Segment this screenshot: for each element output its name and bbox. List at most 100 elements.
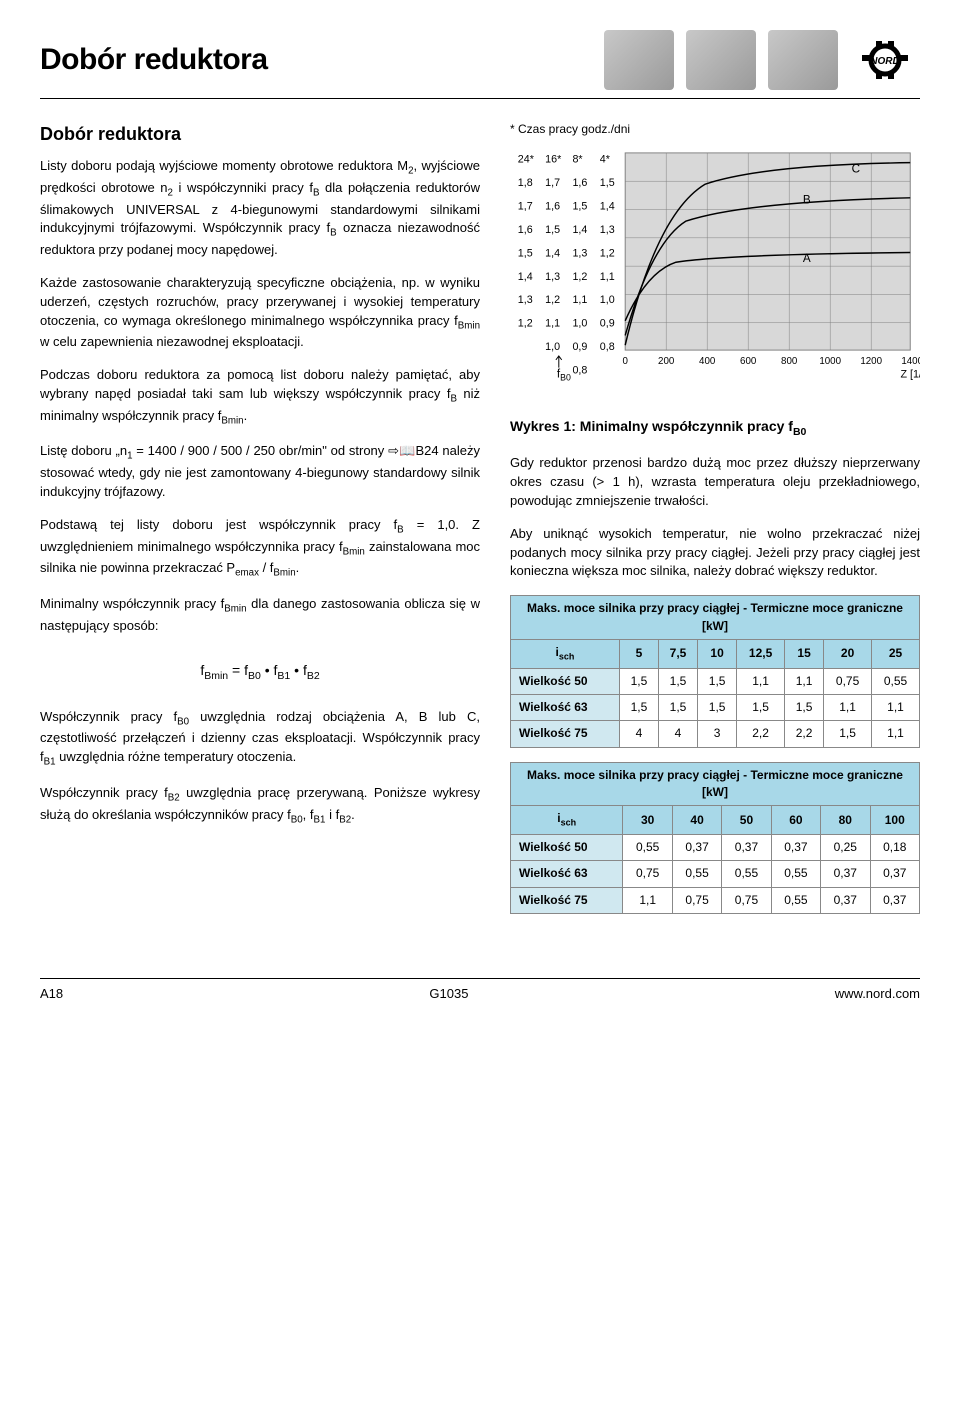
svg-text:fB0: fB0 [557,368,571,383]
table-cell: 0,25 [821,834,870,860]
table-cell: 1,1 [872,694,920,720]
paragraph-4: Listę doboru „n1 = 1400 / 900 / 500 / 25… [40,442,480,501]
paragraph-8: Współczynnik pracy fB2 uwzględnia pracę … [40,784,480,827]
svg-text:0: 0 [622,356,628,367]
footer-right: www.nord.com [835,985,920,1004]
svg-text:0,9: 0,9 [600,318,615,330]
paragraph-1: Listy doboru podają wyjściowe momenty ob… [40,157,480,260]
table-cell: 0,55 [623,834,672,860]
gearbox-image-2 [686,30,756,90]
table-cell: 1,5 [619,668,658,694]
svg-text:C: C [852,163,860,176]
gearbox-image-3 [768,30,838,90]
svg-text:1400: 1400 [901,356,920,367]
svg-text:1,1: 1,1 [545,318,560,330]
table-cell: 1,5 [658,694,697,720]
svg-text:1,6: 1,6 [545,201,560,213]
page-title: Dobór reduktora [40,38,604,82]
table-cell: 1,1 [872,721,920,747]
table-cell: 2,2 [737,721,785,747]
svg-text:0,8: 0,8 [572,365,587,377]
table-col-header: 40 [672,806,721,834]
table-row-label: Wielkość 75 [511,721,620,747]
svg-text:24*: 24* [518,154,534,166]
svg-text:B: B [803,194,811,207]
svg-text:1,3: 1,3 [600,224,615,236]
table-cell: 0,37 [672,834,721,860]
table-cell: 0,75 [672,887,721,913]
footer-center: G1035 [429,985,468,1004]
svg-text:1,8: 1,8 [518,177,533,189]
svg-text:1,5: 1,5 [572,201,587,213]
svg-text:400: 400 [699,356,716,367]
table-cell: 0,37 [771,834,820,860]
svg-text:1,1: 1,1 [600,271,615,283]
gearbox-image-1 [604,30,674,90]
table-row-label: Wielkość 75 [511,887,623,913]
svg-text:16*: 16* [545,154,561,166]
paragraph-5: Podstawą tej listy doboru jest współczyn… [40,516,480,581]
table-col-header: 10 [698,640,737,668]
svg-text:8*: 8* [572,154,582,166]
table-cell: 0,37 [821,887,870,913]
table-cell: 0,55 [771,861,820,887]
svg-text:4*: 4* [600,154,610,166]
table2-title: Maks. moce silnika przy pracy ciągłej - … [511,762,920,806]
svg-text:1,2: 1,2 [518,318,533,330]
section-title: Dobór reduktora [40,121,480,147]
svg-text:1,7: 1,7 [545,177,560,189]
left-column: Dobór reduktora Listy doboru podają wyjś… [40,121,480,928]
table-col-header: 5 [619,640,658,668]
svg-text:1,2: 1,2 [545,295,560,307]
svg-text:1,3: 1,3 [518,295,533,307]
right-paragraph-2: Aby uniknąć wysokich temperatur, nie wol… [510,525,920,582]
table-cell: 1,5 [824,721,872,747]
svg-text:1,4: 1,4 [518,271,533,283]
page-footer: A18 G1035 www.nord.com [40,978,920,1004]
right-paragraph-1: Gdy reduktor przenosi bardzo dużą moc pr… [510,454,920,511]
table-row-label: Wielkość 63 [511,694,620,720]
table-cell: 0,18 [870,834,920,860]
table-cell: 1,5 [619,694,658,720]
svg-text:1,4: 1,4 [600,201,615,213]
table1-title: Maks. moce silnika przy pracy ciągłej - … [511,596,920,640]
table-cell: 4 [619,721,658,747]
table-col-header: 30 [623,806,672,834]
table-cell: 4 [658,721,697,747]
fb0-chart: 24*1,81,71,61,51,41,31,216*1,71,61,51,41… [510,142,920,402]
table-col-header: 25 [872,640,920,668]
table-row-label: Wielkość 50 [511,668,620,694]
page-header: Dobór reduktora NORD [40,30,920,99]
table-col-header: 7,5 [658,640,697,668]
table-cell: 0,37 [821,861,870,887]
svg-text:800: 800 [781,356,798,367]
nord-logo: NORD [850,35,920,85]
svg-text:1,4: 1,4 [572,224,587,236]
svg-text:0,8: 0,8 [600,341,615,353]
paragraph-2: Każde zastosowanie charakteryzują specyf… [40,274,480,352]
svg-text:1,2: 1,2 [572,271,587,283]
svg-text:200: 200 [658,356,675,367]
table-col-header: 15 [785,640,824,668]
table-cell: 0,55 [771,887,820,913]
table-cell: 1,5 [785,694,824,720]
right-column: * Czas pracy godz./dni 24*1,81,71,61,51,… [510,121,920,928]
table-cell: 1,1 [824,694,872,720]
svg-text:600: 600 [740,356,757,367]
table-cell: 1,5 [698,694,737,720]
table-cell: 0,37 [870,887,920,913]
svg-text:1,0: 1,0 [600,295,615,307]
svg-text:1,2: 1,2 [600,248,615,260]
svg-text:1,5: 1,5 [600,177,615,189]
table-col-header: 20 [824,640,872,668]
table-cell: 1,1 [623,887,672,913]
table-cell: 1,1 [785,668,824,694]
svg-text:1,0: 1,0 [572,318,587,330]
paragraph-7: Współczynnik pracy fB0 uwzględnia rodzaj… [40,708,480,770]
table-col-header: 60 [771,806,820,834]
paragraph-6: Minimalny współczynnik pracy fBmin dla d… [40,595,480,636]
table-cell: 0,37 [722,834,771,860]
table-cell: 1,5 [658,668,697,694]
svg-text:1000: 1000 [819,356,841,367]
svg-text:1,5: 1,5 [545,224,560,236]
